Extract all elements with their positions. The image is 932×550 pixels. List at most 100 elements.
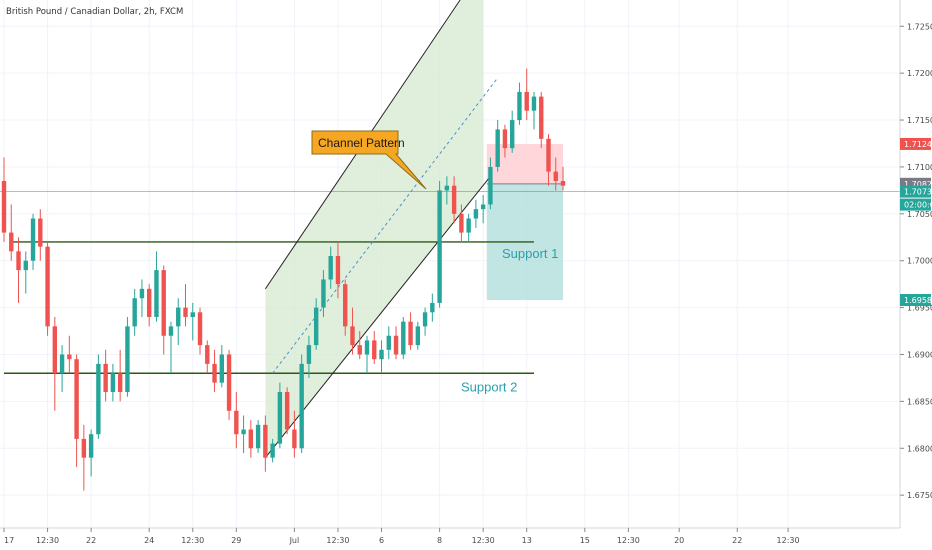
price-tag-bg bbox=[900, 137, 931, 150]
price-tag-bg bbox=[900, 198, 931, 211]
candle-body bbox=[241, 429, 246, 435]
support-1-label: Support 1 bbox=[502, 246, 558, 261]
candle-body bbox=[459, 213, 464, 233]
candles bbox=[1, 68, 566, 491]
candle-body bbox=[488, 166, 493, 205]
candle-body bbox=[531, 96, 537, 111]
candle bbox=[299, 354, 304, 453]
candle-body bbox=[263, 424, 268, 458]
candle-body bbox=[110, 373, 116, 393]
candle-body bbox=[96, 363, 101, 435]
candle bbox=[313, 298, 319, 350]
candle-body bbox=[1, 181, 7, 233]
candle-body bbox=[284, 392, 290, 430]
candle-body bbox=[393, 335, 399, 355]
candle bbox=[241, 415, 246, 453]
candle-body bbox=[560, 181, 566, 186]
candle bbox=[386, 326, 391, 360]
candle-body bbox=[154, 270, 159, 317]
candle bbox=[96, 354, 101, 439]
callout-box bbox=[311, 130, 427, 190]
time-tick-label: 12:30 bbox=[777, 536, 800, 545]
candle-body bbox=[139, 288, 145, 299]
candle-body bbox=[9, 232, 14, 252]
candle bbox=[473, 199, 479, 228]
price-tag: 02:00:00 bbox=[900, 198, 932, 211]
time-tick-label: 12:30 bbox=[326, 536, 349, 545]
candle bbox=[350, 307, 355, 355]
candle-body bbox=[74, 359, 79, 439]
price-tick-label: 1.69000 bbox=[907, 351, 932, 360]
candle-body bbox=[313, 307, 319, 346]
candle bbox=[161, 265, 166, 355]
candle bbox=[103, 349, 108, 402]
candle-body bbox=[480, 204, 486, 210]
time-tick-label: 12:30 bbox=[472, 536, 495, 545]
price-tag-bg bbox=[900, 185, 931, 198]
candle-body bbox=[430, 302, 435, 313]
channel-fill bbox=[265, 0, 484, 458]
candle-body bbox=[466, 218, 471, 233]
candle bbox=[277, 382, 283, 449]
candle-body bbox=[161, 270, 166, 336]
candle bbox=[328, 246, 333, 289]
time-tick-label: 29 bbox=[231, 536, 241, 545]
candle bbox=[1, 157, 7, 242]
price-tick-label: 1.72000 bbox=[907, 69, 932, 78]
candle-body bbox=[502, 129, 508, 149]
candle bbox=[495, 120, 500, 172]
candle bbox=[517, 82, 522, 125]
candle-body bbox=[539, 96, 544, 139]
candle bbox=[422, 307, 428, 336]
candle-body bbox=[357, 345, 362, 355]
candle bbox=[154, 251, 159, 322]
candle bbox=[553, 157, 558, 191]
price-tag: 1.71245 bbox=[900, 137, 932, 150]
candle bbox=[52, 316, 58, 411]
candle bbox=[125, 316, 130, 397]
candle-body bbox=[277, 392, 283, 444]
candle-body bbox=[81, 438, 87, 458]
time-tick-label: 20 bbox=[674, 536, 684, 545]
candle-body bbox=[16, 251, 21, 271]
candle bbox=[524, 68, 529, 121]
candle bbox=[176, 298, 181, 346]
time-tick-label: 15 bbox=[580, 536, 590, 545]
channel-pattern-callout[interactable]: Channel Pattern bbox=[311, 130, 427, 190]
price-tag-bg bbox=[900, 294, 931, 307]
candle bbox=[23, 251, 28, 294]
candle-body bbox=[103, 363, 108, 393]
candle-body bbox=[38, 218, 43, 247]
candle bbox=[263, 415, 268, 472]
candle-body bbox=[415, 326, 421, 346]
time-tick-label: 6 bbox=[379, 536, 384, 545]
price-tick-label: 1.67500 bbox=[907, 491, 932, 500]
candle-body bbox=[408, 321, 413, 346]
candle bbox=[117, 349, 123, 402]
candle-body bbox=[350, 326, 355, 346]
candle bbox=[81, 424, 87, 491]
price-tick-label: 1.71500 bbox=[907, 116, 932, 125]
candle-body bbox=[292, 429, 297, 449]
candle-body bbox=[183, 307, 188, 317]
price-tag-label: 02:00:00 bbox=[904, 201, 932, 210]
candle-body bbox=[444, 185, 450, 191]
candle-body bbox=[234, 410, 239, 435]
time-tick-label: 17 bbox=[4, 536, 14, 545]
candle-body bbox=[372, 340, 377, 360]
candle-body bbox=[52, 326, 58, 374]
candle bbox=[59, 345, 65, 393]
candle-body bbox=[147, 288, 152, 317]
chart-title: British Pound / Canadian Dollar, 2h, FXC… bbox=[6, 7, 183, 17]
time-tick-label: 24 bbox=[144, 536, 154, 545]
candle bbox=[539, 91, 544, 149]
candle bbox=[74, 354, 79, 468]
candle bbox=[357, 331, 362, 360]
candle bbox=[415, 321, 421, 350]
candle bbox=[197, 307, 203, 355]
candle bbox=[306, 335, 312, 378]
candle-body bbox=[212, 363, 217, 383]
candle-body bbox=[117, 373, 123, 393]
